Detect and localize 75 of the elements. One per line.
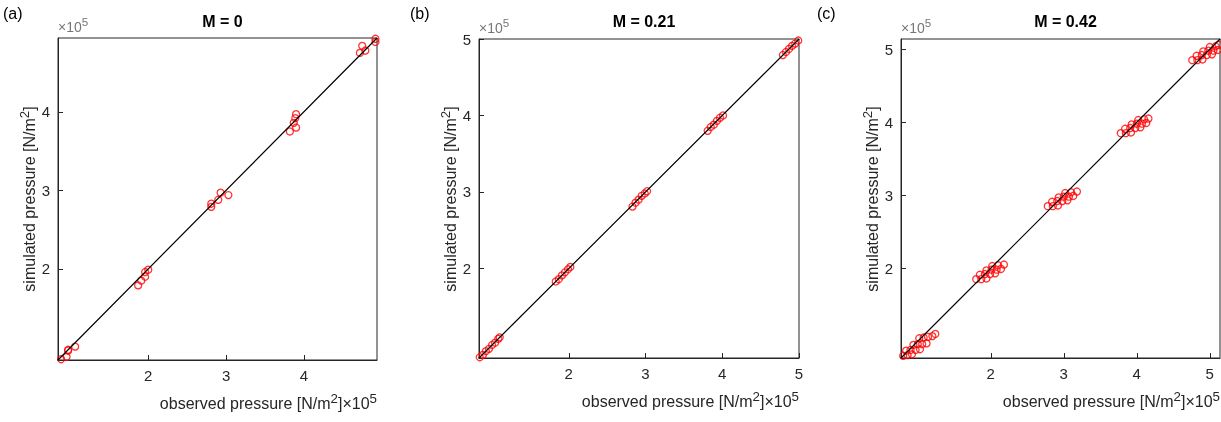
x-tick-label: 4 bbox=[1132, 365, 1141, 382]
point bbox=[791, 39, 800, 48]
point bbox=[628, 202, 637, 211]
point bbox=[141, 267, 150, 277]
point bbox=[371, 37, 380, 47]
point bbox=[224, 190, 233, 200]
text: (c) bbox=[817, 5, 836, 22]
text: ×10$^{5}$ bbox=[58, 15, 89, 35]
y-tick-label: 3 bbox=[41, 181, 50, 199]
chart-title: M = 0.21 bbox=[612, 12, 676, 30]
point bbox=[794, 36, 803, 45]
point bbox=[557, 271, 567, 280]
point bbox=[563, 265, 573, 274]
y-tick-label: 3 bbox=[462, 183, 471, 201]
x-tick-label: 5 bbox=[1205, 365, 1214, 382]
y-tick-label: 3 bbox=[884, 186, 893, 204]
point bbox=[551, 277, 560, 286]
point bbox=[289, 118, 298, 127]
point bbox=[554, 275, 563, 284]
point bbox=[291, 113, 300, 123]
point bbox=[285, 127, 295, 136]
point bbox=[207, 199, 216, 208]
y-tick-label: 5 bbox=[884, 40, 893, 58]
point bbox=[214, 195, 223, 204]
point bbox=[216, 188, 225, 197]
x-axis-title: observed pressure [N/m$^{2}$]×10$^{5}$ bbox=[159, 391, 377, 413]
text: (b) bbox=[410, 5, 430, 22]
text: ×10$^{5}$ bbox=[479, 16, 510, 36]
y-tick-label: 4 bbox=[884, 113, 893, 131]
chart-title: M = 0 bbox=[202, 12, 243, 30]
chart-title: M = 0.42 bbox=[1034, 12, 1097, 30]
y-tick-label: 4 bbox=[462, 107, 471, 124]
point bbox=[207, 202, 216, 211]
point bbox=[642, 187, 652, 196]
x-tick-label: 3 bbox=[641, 365, 650, 382]
point bbox=[634, 195, 643, 204]
y-tick-label: 4 bbox=[41, 103, 50, 121]
point bbox=[361, 46, 370, 55]
text: (a) bbox=[3, 5, 23, 22]
point bbox=[62, 352, 71, 362]
point bbox=[358, 41, 367, 50]
point bbox=[715, 113, 725, 122]
x-tick-label: 3 bbox=[221, 367, 231, 384]
point bbox=[631, 198, 640, 207]
point bbox=[475, 353, 484, 362]
y-tick-label: 2 bbox=[884, 259, 893, 277]
point bbox=[640, 189, 649, 198]
point bbox=[712, 116, 722, 125]
x-axis-title: observed pressure [N/m$^{2}$]×10$^{5}$ bbox=[1002, 389, 1220, 411]
x-tick-label: 5 bbox=[794, 365, 804, 382]
x-tick-label: 4 bbox=[299, 367, 309, 384]
point bbox=[706, 122, 715, 132]
x-axis-title: observed pressure [N/m$^{2}$]×10$^{5}$ bbox=[581, 389, 799, 411]
x-tick-label: 3 bbox=[1059, 365, 1068, 382]
point bbox=[355, 48, 365, 58]
x-tick-label: 2 bbox=[564, 365, 573, 382]
y-tick-label: 2 bbox=[41, 260, 50, 278]
point bbox=[371, 34, 380, 43]
point bbox=[134, 281, 143, 290]
point bbox=[709, 120, 718, 129]
point bbox=[718, 111, 728, 120]
x-tick-label: 2 bbox=[144, 367, 153, 384]
x-tick-label: 2 bbox=[986, 365, 995, 382]
point bbox=[141, 272, 150, 281]
text: ×10$^{5}$ bbox=[901, 16, 932, 36]
point bbox=[703, 126, 712, 135]
y-tick-label: 5 bbox=[462, 30, 471, 48]
x-tick-label: 4 bbox=[718, 365, 727, 382]
y-tick-label: 2 bbox=[462, 260, 471, 277]
point bbox=[144, 265, 153, 274]
point bbox=[291, 110, 301, 119]
point bbox=[291, 123, 301, 132]
point bbox=[566, 262, 575, 272]
point bbox=[478, 350, 487, 360]
point bbox=[56, 355, 66, 364]
